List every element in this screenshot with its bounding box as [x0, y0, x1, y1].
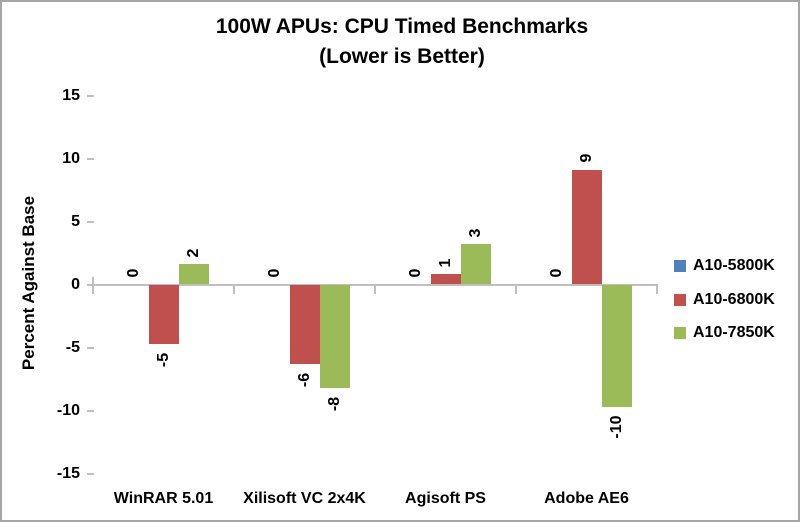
bar: [460, 244, 491, 285]
y-tick-label: 10: [62, 149, 80, 167]
bar-data-label: 2: [184, 248, 202, 258]
bar-data-label: 3: [466, 228, 484, 238]
bar-data-label: 0: [406, 268, 424, 278]
legend-swatch: [674, 293, 686, 306]
legend-series-label: A10-7850K: [693, 324, 775, 341]
legend-swatch: [674, 260, 686, 272]
bar-data-label: 0: [547, 268, 565, 278]
chart-title: 100W APUs: CPU Timed Benchmarks (Lower i…: [2, 12, 798, 72]
bar: [601, 284, 632, 407]
category-tick: [374, 283, 376, 294]
legend-swatch: [674, 327, 686, 339]
bar: [289, 284, 320, 364]
bar: [319, 284, 350, 388]
y-tick-label: 15: [62, 86, 80, 104]
y-tick-label: -15: [56, 464, 80, 482]
category-label: Agisoft PS: [405, 490, 486, 507]
category-tick: [656, 283, 658, 294]
category-label: Adobe AE6: [544, 490, 629, 507]
bar: [430, 274, 461, 285]
y-tick-label: -5: [65, 338, 80, 356]
bar-data-label: 1: [436, 258, 454, 268]
y-tick-mark: [87, 472, 94, 475]
x-axis-line: [87, 283, 658, 286]
y-tick-label: 0: [71, 275, 80, 293]
legend-series-label: A10-5800K: [693, 257, 775, 274]
bar-data-label: -5: [154, 352, 172, 367]
bar-data-label: 0: [265, 268, 283, 278]
bar: [571, 169, 602, 285]
y-tick-mark: [87, 220, 94, 223]
bar-data-label: 0: [124, 268, 142, 278]
bar-data-label: -6: [295, 372, 313, 387]
y-tick-mark: [87, 409, 94, 412]
bar: [178, 264, 209, 285]
category-label: Xilisoft VC 2x4K: [243, 490, 366, 507]
y-tick-mark: [87, 94, 94, 97]
y-tick-mark: [87, 157, 94, 160]
y-tick-mark: [87, 346, 94, 349]
category-tick: [515, 283, 517, 294]
y-tick-label: -10: [56, 401, 80, 419]
category-label: WinRAR 5.01: [113, 490, 214, 507]
category-tick: [92, 276, 94, 294]
bar: [148, 284, 179, 344]
chart-title-line2: (Lower is Better): [319, 45, 485, 68]
bar-data-label: 9: [577, 153, 595, 163]
legend-series-label: A10-6800K: [693, 290, 775, 308]
bar-data-label: -8: [325, 396, 343, 411]
bar-data-label: -10: [607, 415, 625, 439]
category-tick: [233, 283, 235, 294]
chart-title-line1: 100W APUs: CPU Timed Benchmarks: [215, 15, 589, 38]
y-tick-label: 5: [71, 212, 80, 230]
